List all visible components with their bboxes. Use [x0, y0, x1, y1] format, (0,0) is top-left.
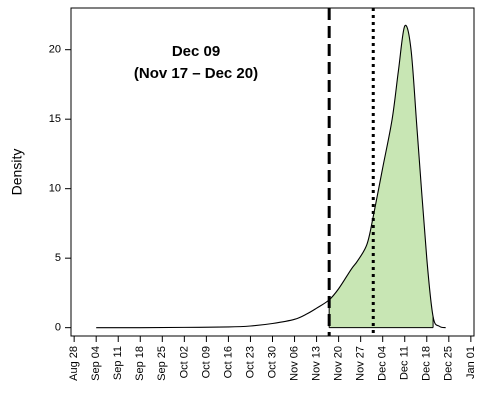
x-tick-label: Oct 30: [266, 346, 278, 378]
annotation-interval: (Nov 17 – Dec 20): [134, 65, 258, 82]
x-tick-label: Oct 09: [200, 346, 212, 378]
x-tick-label: Dec 25: [443, 346, 455, 381]
x-tick-label: Sep 25: [156, 346, 168, 381]
x-tick-label: Dec 11: [399, 346, 411, 380]
x-tick-label: Dec 04: [377, 346, 389, 381]
annotation-estimate: Dec 09: [172, 43, 220, 60]
x-tick-label: Nov 20: [333, 346, 345, 381]
x-tick-label: Nov 06: [288, 346, 300, 381]
density-curve: [96, 24, 446, 329]
x-tick-label: Nov 27: [355, 346, 367, 381]
y-tick-label: 20: [49, 44, 61, 56]
x-tick-label: Oct 23: [244, 346, 256, 378]
x-tick-label: Jan 01: [465, 346, 477, 379]
x-tick-label: Dec 18: [421, 346, 433, 381]
x-tick-label: Sep 04: [90, 346, 102, 381]
x-tick-label: Aug 28: [68, 346, 80, 381]
x-tick-label: Sep 11: [112, 346, 124, 380]
x-tick-label: Nov 13: [310, 346, 322, 381]
x-tick-label: Oct 16: [222, 346, 234, 378]
y-tick-label: 5: [55, 252, 61, 264]
y-tick-label: 0: [55, 322, 61, 334]
y-axis-title: Density: [9, 149, 25, 196]
y-tick-label: 10: [49, 183, 61, 195]
x-tick-label: Sep 18: [134, 346, 146, 381]
y-tick-label: 15: [49, 113, 61, 125]
x-tick-label: Oct 02: [178, 346, 190, 378]
